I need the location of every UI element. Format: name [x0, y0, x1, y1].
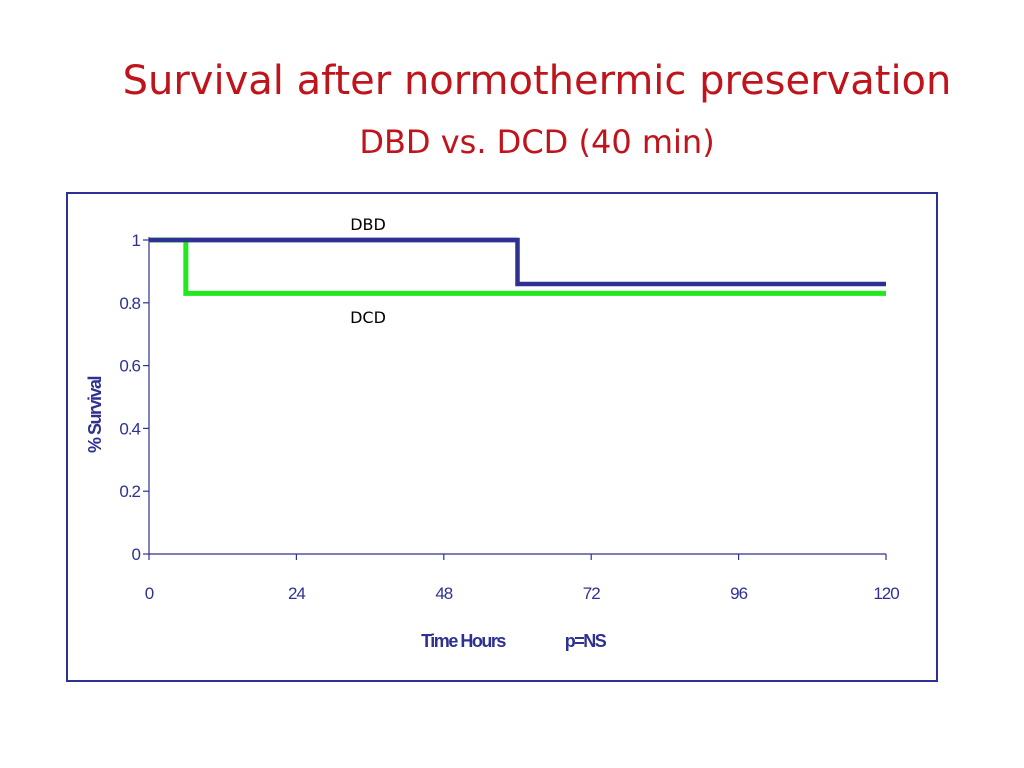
chart-frame: 0 0.2 0.4 0.6 0.8 1 0 24 48 72 96 120 DBD DCD Time Hou…: [66, 192, 938, 682]
series-label-dbd: DBD: [350, 215, 386, 234]
x-axis-title: Time Hours: [421, 631, 506, 651]
series-label-dcd: DCD: [350, 308, 386, 327]
x-tick-label: 48: [435, 584, 452, 603]
x-tick-label: 120: [873, 584, 899, 603]
x-tick-label: 0: [145, 584, 154, 603]
y-tick-label: 1: [132, 231, 141, 250]
y-tick-label: 0.2: [119, 482, 140, 501]
chart-labels: 0 0.2 0.4 0.6 0.8 1 0 24 48 72 96 120 DBD DCD Time Hou…: [85, 215, 900, 651]
slide-title: Survival after normothermic preservation: [122, 58, 952, 104]
chart-axes: [143, 237, 887, 560]
survival-chart: 0 0.2 0.4 0.6 0.8 1 0 24 48 72 96 120 DBD DCD Time Hou…: [85, 215, 900, 651]
slide-subtitle: DBD vs. DCD (40 min): [359, 123, 715, 161]
y-tick-label: 0.6: [119, 357, 140, 376]
y-tick-label: 0.4: [119, 419, 140, 438]
p-value-annotation: p=NS: [565, 631, 607, 651]
x-tick-label: 96: [730, 584, 747, 603]
x-tick-label: 72: [583, 584, 600, 603]
x-tick-label: 24: [288, 584, 305, 603]
y-axis-title: % Survival: [85, 376, 105, 453]
y-tick-label: 0.8: [119, 294, 140, 313]
series-line-dbd: [149, 237, 886, 287]
y-tick-label: 0: [132, 545, 141, 564]
chart-series: [149, 237, 886, 296]
